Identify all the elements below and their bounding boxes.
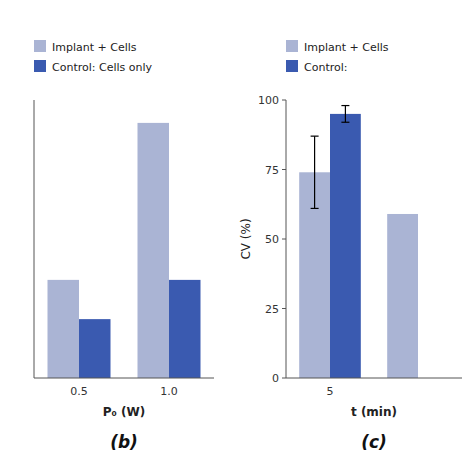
legend-label: Control: — [304, 61, 347, 74]
error-cap — [311, 136, 319, 137]
y-tick-label: 25 — [265, 303, 279, 316]
x-tick-label: 0.5 — [70, 385, 88, 398]
error-cap — [341, 122, 349, 123]
x-tick-label: 1.0 — [160, 385, 178, 398]
x-axis — [286, 378, 462, 379]
panel-title: (c) — [361, 432, 387, 452]
legend-swatch — [34, 40, 46, 52]
legend: Implant + Cells Control: Cells only — [34, 40, 153, 74]
bar — [330, 114, 361, 378]
error-cap — [341, 105, 349, 106]
bar — [79, 319, 111, 378]
marks — [299, 106, 418, 378]
legend-label: Control: Cells only — [52, 61, 153, 74]
legend-label: Implant + Cells — [304, 41, 389, 54]
x-tick-label: 5 — [327, 385, 334, 398]
x-axis-label: P₀ (W) — [103, 405, 145, 419]
error-bar — [341, 106, 349, 123]
y-axis — [286, 100, 287, 378]
legend-swatch — [34, 60, 46, 72]
y-tick-label: 0 — [272, 372, 279, 385]
y-tick — [282, 308, 286, 309]
y-tick — [282, 169, 286, 170]
error-cap — [311, 208, 319, 209]
marks — [48, 123, 201, 378]
y-axis — [34, 100, 35, 378]
bar — [48, 280, 80, 378]
y-tick — [282, 100, 286, 101]
error-line — [345, 106, 346, 123]
x-axis — [34, 378, 214, 379]
error-bar — [311, 136, 319, 208]
error-line — [314, 136, 315, 208]
y-tick — [282, 239, 286, 240]
panel-title: (b) — [110, 432, 138, 452]
y-axis-label: CV (%) — [239, 218, 253, 259]
y-tick-label: 50 — [265, 233, 279, 246]
panel: 0.5 1.0 P₀ (W) (b) Implant + Cells Control: C… — [34, 40, 214, 452]
x-axis-label: t (min) — [351, 405, 397, 419]
legend-swatch — [286, 40, 298, 52]
panel: 0 25 50 75 100 5 t (min) CV (%) (c) Implant + Cel… — [239, 40, 462, 452]
y-tick-label: 75 — [265, 164, 279, 177]
bar — [138, 123, 170, 378]
bar — [387, 214, 418, 378]
legend-swatch — [286, 60, 298, 72]
y-tick — [282, 378, 286, 379]
bar — [169, 280, 201, 378]
legend: Implant + Cells Control: — [286, 40, 389, 74]
chart-root: 0.5 1.0 P₀ (W) (b) Implant + Cells Control: C… — [0, 0, 474, 474]
legend-label: Implant + Cells — [52, 41, 137, 54]
y-tick-label: 100 — [258, 94, 279, 107]
